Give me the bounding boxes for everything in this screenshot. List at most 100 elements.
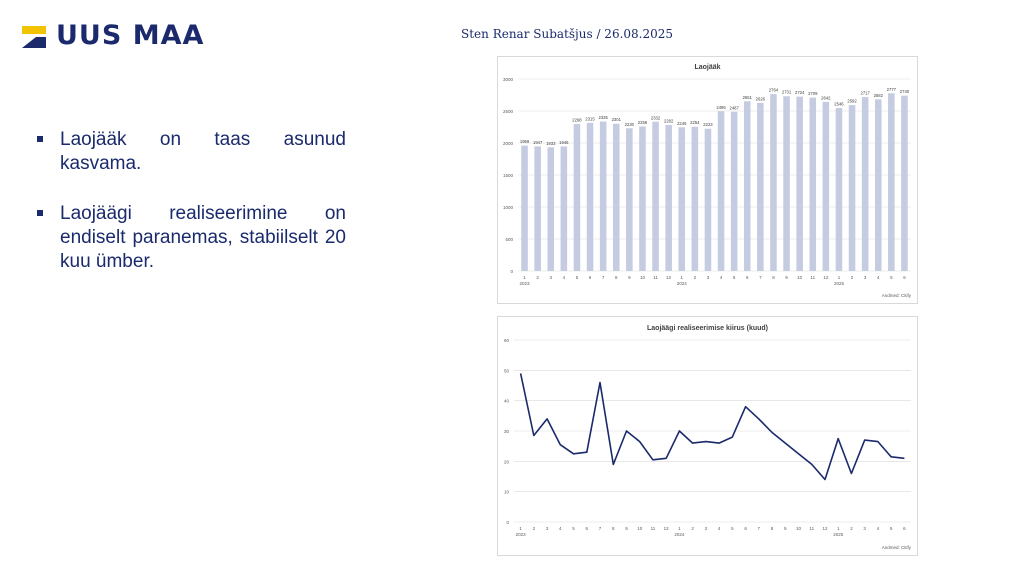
x-tick-label: 6 — [586, 526, 589, 531]
x-tick-label: 1 — [837, 526, 840, 531]
bar — [874, 99, 882, 271]
bullet-item: Laojäägi realiseerimine on endiselt para… — [36, 202, 346, 274]
data-label: 2315 — [585, 116, 595, 121]
bar — [730, 111, 738, 271]
x-tick-label: 8 — [772, 275, 775, 280]
bar — [521, 145, 528, 271]
data-label: 2592 — [847, 99, 857, 104]
bar — [770, 94, 777, 271]
x-tick-label: 7 — [758, 526, 761, 531]
y-tick-label: 2500 — [503, 109, 514, 114]
bar — [809, 97, 817, 272]
data-label: 2223 — [703, 122, 713, 127]
bar — [822, 101, 830, 271]
x-tick-label: 12 — [822, 526, 828, 531]
x-tick-label: 4 — [877, 526, 880, 531]
x-tick-label: 2 — [533, 526, 536, 531]
data-label: 2764 — [769, 88, 779, 93]
data-label: 2626 — [756, 96, 766, 101]
data-label: 2731 — [782, 90, 792, 95]
data-label: 2546 — [834, 102, 844, 107]
x-tick-label: 11 — [810, 275, 815, 280]
data-label: 1946 — [559, 140, 569, 145]
x-tick-label: 8 — [612, 526, 615, 531]
bar — [573, 123, 581, 271]
y-tick-label: 30 — [504, 429, 510, 434]
logo-mark-icon — [22, 25, 46, 48]
x-tick-label: 9 — [628, 275, 631, 280]
bar — [901, 95, 908, 271]
bar — [848, 105, 856, 271]
year-label: 2023 — [516, 532, 527, 537]
data-label: 2487 — [729, 105, 739, 110]
bar — [626, 128, 633, 271]
x-tick-label: 3 — [546, 526, 549, 531]
chart-title: Laojäägi realiseerimise kiirus (kuud) — [647, 325, 768, 332]
x-tick-label: 11 — [651, 526, 656, 531]
x-tick-label: 9 — [625, 526, 628, 531]
x-tick-label: 4 — [718, 526, 721, 531]
x-tick-label: 4 — [720, 275, 723, 280]
bar — [691, 126, 699, 271]
x-tick-label: 6 — [903, 526, 906, 531]
bar — [783, 96, 790, 271]
x-tick-label: 5 — [733, 275, 736, 280]
data-label: 2724 — [795, 90, 805, 95]
year-label: 2023 — [520, 281, 531, 286]
data-label: 2717 — [860, 91, 870, 96]
data-label: 2642 — [821, 95, 831, 100]
x-tick-label: 11 — [653, 275, 658, 280]
data-label: 2254 — [690, 120, 700, 125]
x-tick-label: 9 — [784, 526, 787, 531]
data-label: 2282 — [664, 118, 674, 123]
x-tick-label: 10 — [640, 275, 646, 280]
x-tick-label: 5 — [890, 526, 893, 531]
y-tick-label: 500 — [505, 237, 513, 242]
data-label: 2258 — [638, 120, 648, 125]
series-line — [519, 373, 905, 481]
x-tick-label: 5 — [890, 275, 893, 280]
data-label: 2496 — [716, 105, 726, 110]
data-label: 1959 — [520, 139, 530, 144]
x-tick-label: 12 — [823, 275, 829, 280]
x-tick-label: 1 — [678, 526, 681, 531]
x-tick-label: 2 — [536, 275, 539, 280]
bar — [835, 108, 843, 271]
bar — [534, 146, 541, 271]
bar — [560, 146, 568, 271]
bar — [757, 102, 764, 271]
y-tick-label: 0 — [510, 269, 513, 274]
x-tick-label: 2 — [694, 275, 697, 280]
y-tick-label: 50 — [504, 368, 510, 373]
x-tick-label: 6 — [746, 275, 749, 280]
data-label: 2740 — [900, 89, 910, 94]
x-tick-label: 10 — [637, 526, 643, 531]
year-label: 2024 — [674, 532, 685, 537]
bar — [717, 111, 725, 271]
author-date: Sten Renar Subatšjus / 26.08.2025 — [461, 27, 674, 41]
x-tick-label: 12 — [666, 275, 672, 280]
x-tick-label: 7 — [759, 275, 762, 280]
turnover-line-chart: Laojäägi realiseerimise kiirus (kuud) 0 10… — [504, 325, 912, 550]
year-label: 2025 — [834, 281, 845, 286]
x-tick-label: 10 — [797, 275, 803, 280]
bar — [678, 127, 686, 271]
x-tick-label: 4 — [563, 275, 566, 280]
x-tick-label: 4 — [559, 526, 562, 531]
year-label: 2024 — [677, 281, 688, 286]
x-tick-label: 6 — [589, 275, 592, 280]
x-tick-label: 6 — [903, 275, 906, 280]
data-label: 2777 — [887, 87, 897, 92]
bar — [665, 124, 672, 272]
x-tick-label: 8 — [615, 275, 618, 280]
source-label: Andmed: Citify — [882, 545, 912, 550]
data-label: 2332 — [651, 115, 661, 120]
bar — [888, 93, 895, 271]
x-tick-label: 5 — [576, 275, 579, 280]
data-label: 2651 — [743, 95, 753, 100]
y-tick-label: 20 — [504, 459, 510, 464]
x-tick-label: 1 — [519, 526, 522, 531]
x-tick-label: 7 — [602, 275, 605, 280]
x-tick-label: 9 — [785, 275, 788, 280]
